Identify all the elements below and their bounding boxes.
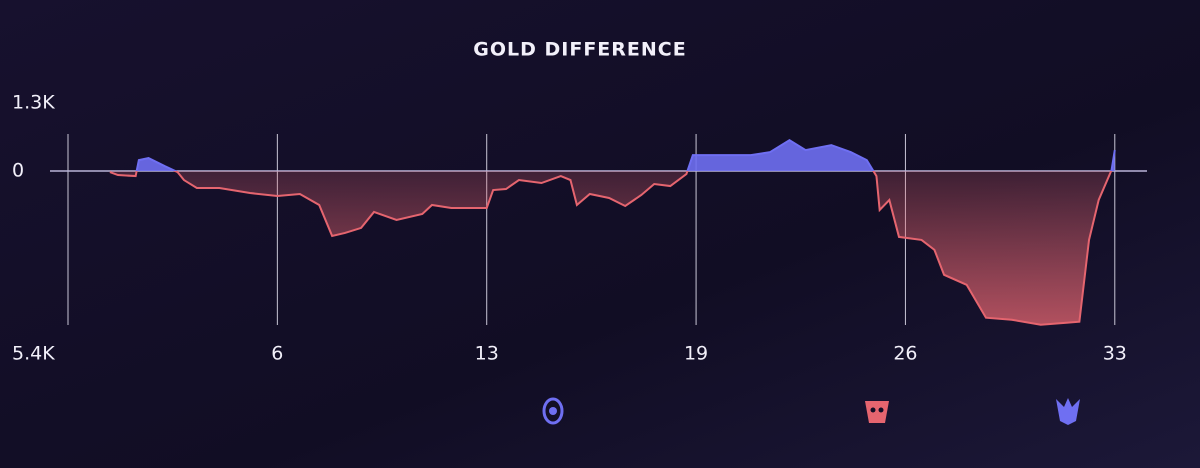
x-tick-label: 26 (893, 343, 917, 365)
y-tick-label: 1.3K (12, 92, 55, 114)
x-tick-label: 6 (271, 343, 283, 365)
objective-icon (865, 401, 889, 423)
chart-title: GOLD DIFFERENCE (473, 39, 686, 61)
x-tick-label: 19 (684, 343, 708, 365)
objective-icon (542, 397, 564, 425)
area-negative (109, 171, 1115, 325)
y-tick-label: 5.4K (12, 343, 55, 365)
line-negative (109, 171, 1113, 326)
event-icons (542, 397, 1080, 425)
x-tick-label: 13 (475, 343, 499, 365)
objective-icon (1056, 398, 1080, 425)
x-tick-label: 33 (1103, 343, 1127, 365)
y-tick-label: 0 (12, 160, 24, 182)
